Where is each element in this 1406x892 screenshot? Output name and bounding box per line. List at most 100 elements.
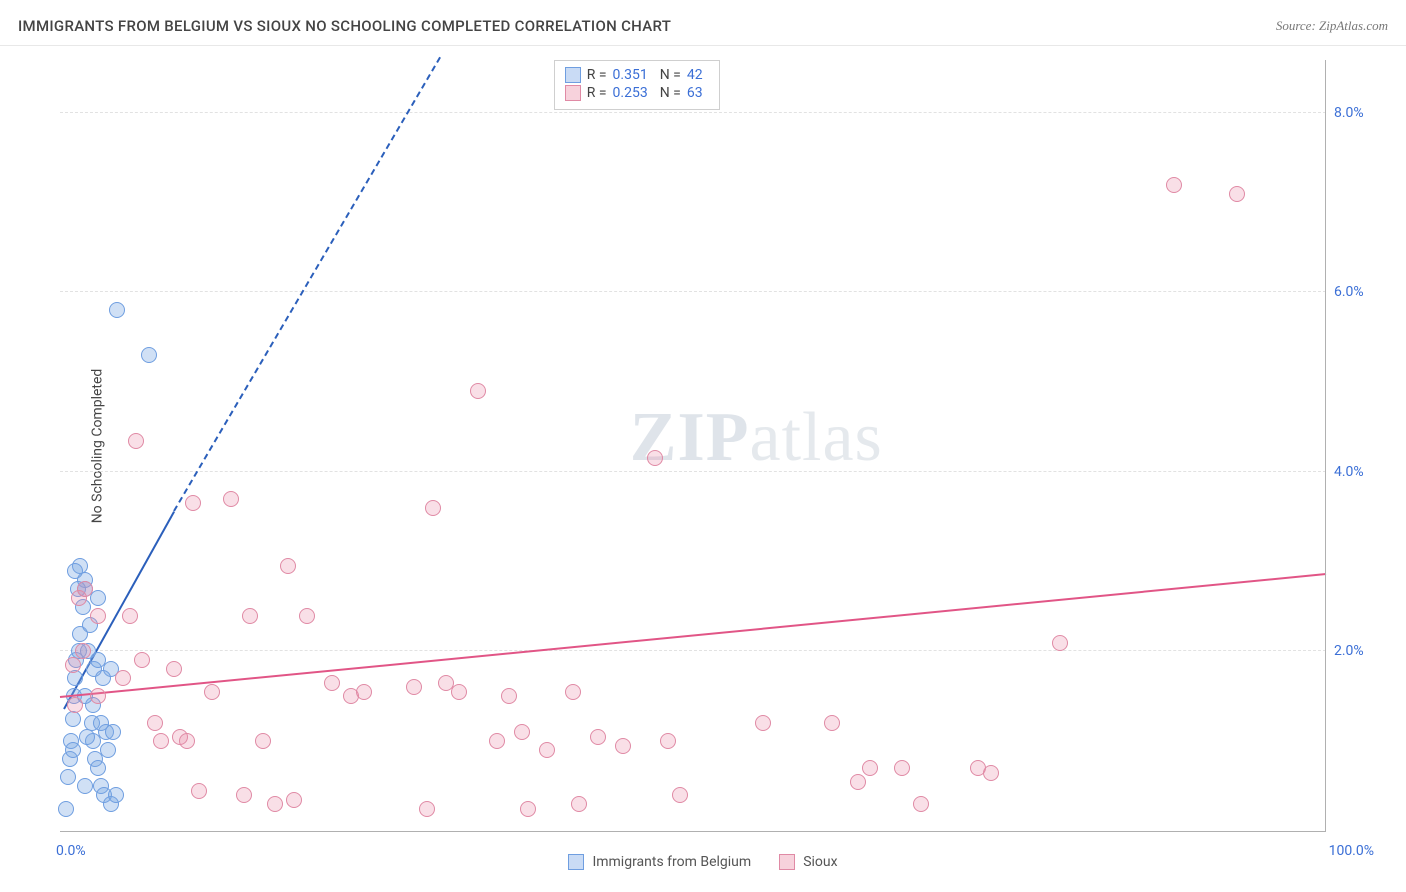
data-point [1166, 177, 1182, 193]
data-point [489, 733, 505, 749]
y-tick-label: 4.0% [1334, 464, 1388, 480]
gridline [60, 112, 1326, 113]
data-point [77, 581, 93, 597]
plot-area: No Schooling Completed ZIPatlas R = 0.351… [60, 60, 1326, 832]
data-point [67, 563, 83, 579]
corr-r-prefix: R = [587, 85, 607, 101]
data-point [894, 760, 910, 776]
watermark: ZIPatlas [630, 398, 883, 478]
chart-title: IMMIGRANTS FROM BELGIUM VS SIOUX NO SCHO… [18, 17, 671, 35]
data-point [850, 774, 866, 790]
data-point [67, 670, 83, 686]
legend-swatch [568, 854, 584, 870]
data-point [501, 688, 517, 704]
series-legend-label: Sioux [803, 854, 837, 870]
data-point [824, 715, 840, 731]
data-point [299, 608, 315, 624]
corr-r-value: 0.253 [613, 85, 648, 101]
gridline [60, 471, 1326, 472]
data-point [425, 500, 441, 516]
corr-n-prefix: N = [660, 67, 681, 83]
data-point [520, 801, 536, 817]
series-legend-item: Immigrants from Belgium [568, 854, 751, 870]
data-point [185, 495, 201, 511]
data-point [672, 787, 688, 803]
data-point [223, 491, 239, 507]
source-label: Source: ZipAtlas.com [1276, 18, 1388, 34]
y-tick-label: 8.0% [1334, 105, 1388, 121]
data-point [75, 643, 91, 659]
data-point [255, 733, 271, 749]
gridline [60, 650, 1326, 651]
data-point [615, 738, 631, 754]
data-point [1229, 186, 1245, 202]
corr-r-prefix: R = [587, 67, 607, 83]
y-tick-label: 6.0% [1334, 284, 1388, 300]
series-legend-label: Immigrants from Belgium [592, 854, 751, 870]
data-point [65, 657, 81, 673]
data-point [539, 742, 555, 758]
data-point [95, 670, 111, 686]
data-point [105, 724, 121, 740]
data-point [571, 796, 587, 812]
data-point [115, 670, 131, 686]
data-point [862, 760, 878, 776]
legend-swatch [565, 85, 581, 101]
y-axis-label: No Schooling Completed [89, 368, 105, 523]
data-point [77, 778, 93, 794]
corr-legend-row: R = 0.253 N = 63 [565, 85, 709, 101]
trend-line [173, 57, 441, 511]
data-point [590, 729, 606, 745]
data-point [913, 796, 929, 812]
data-point [470, 383, 486, 399]
gridline [60, 291, 1326, 292]
data-point [60, 769, 76, 785]
data-point [1052, 635, 1068, 651]
data-point [647, 450, 663, 466]
watermark-bold: ZIP [630, 399, 750, 476]
data-point [128, 433, 144, 449]
data-point [90, 760, 106, 776]
data-point [65, 742, 81, 758]
data-point [147, 715, 163, 731]
data-point [419, 801, 435, 817]
data-point [280, 558, 296, 574]
data-point [153, 733, 169, 749]
correlation-legend: R = 0.351 N = 42 R = 0.253 N = 63 [554, 60, 720, 110]
trend-line [60, 573, 1326, 698]
data-point [242, 608, 258, 624]
data-point [100, 742, 116, 758]
corr-n-value: 63 [687, 85, 703, 101]
legend-swatch [779, 854, 795, 870]
data-point [141, 347, 157, 363]
data-point [660, 733, 676, 749]
data-point [90, 688, 106, 704]
data-point [406, 679, 422, 695]
data-point [58, 801, 74, 817]
data-point [134, 652, 150, 668]
y-tick-label: 2.0% [1334, 643, 1388, 659]
data-point [286, 792, 302, 808]
data-point [166, 661, 182, 677]
data-point [108, 787, 124, 803]
data-point [565, 684, 581, 700]
legend-swatch [565, 67, 581, 83]
data-point [122, 608, 138, 624]
corr-r-value: 0.351 [613, 67, 648, 83]
corr-n-value: 42 [687, 67, 703, 83]
data-point [204, 684, 220, 700]
data-point [451, 684, 467, 700]
data-point [179, 733, 195, 749]
data-point [236, 787, 252, 803]
corr-n-prefix: N = [660, 85, 681, 101]
series-legend: Immigrants from Belgium Sioux [0, 854, 1406, 870]
data-point [79, 729, 95, 745]
data-point [755, 715, 771, 731]
data-point [356, 684, 372, 700]
data-point [324, 675, 340, 691]
data-point [191, 783, 207, 799]
series-legend-item: Sioux [779, 854, 837, 870]
chart-header: IMMIGRANTS FROM BELGIUM VS SIOUX NO SCHO… [0, 0, 1406, 46]
corr-legend-row: R = 0.351 N = 42 [565, 67, 709, 83]
data-point [109, 302, 125, 318]
